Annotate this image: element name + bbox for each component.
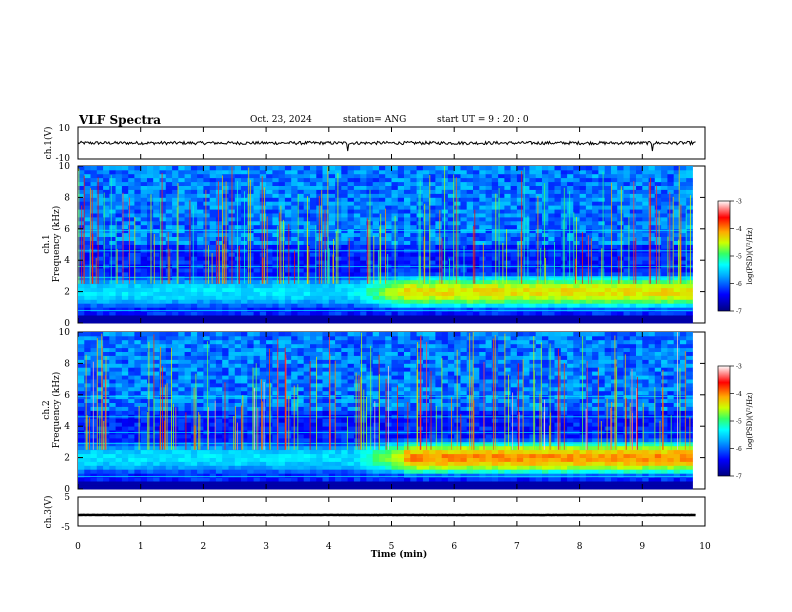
colorbar-tick-label: -7 (736, 309, 742, 316)
ch3-waveform-ylabel: ch.3(V) (43, 496, 54, 529)
ch2-spectrogram-image (78, 332, 693, 490)
colorbar-tick-label: -5 (736, 254, 742, 261)
yt2-label: 10 (59, 328, 71, 338)
time-tick-label: 5 (389, 542, 395, 552)
ch1-spectrogram-panel: 0 2 4 6 8 10 ch.1 Frequency (kHz) (42, 162, 706, 329)
yt2-label: 8 (64, 359, 70, 369)
time-tick-label: 10 (699, 542, 711, 552)
colorbar-tick-label: -3 (736, 199, 742, 206)
ch1-colorbar-label: log(PSD)(V²/Hz) (746, 227, 754, 284)
ch2-freq-ticks: 0 2 4 6 8 10 (59, 328, 705, 495)
time-tick-label: 1 (138, 542, 144, 552)
time-tick-label: 8 (577, 542, 583, 552)
time-axis-ticks (77, 127, 706, 526)
colorbar-tick-label: -7 (736, 474, 742, 481)
time-axis-tick-labels: 0 1 2 3 4 5 6 7 8 9 10 (75, 542, 711, 552)
yt1-label: 4 (64, 256, 70, 266)
ch2-spectrogram-panel: 0 2 4 6 8 10 ch.2 Frequency (kHz) (42, 328, 706, 495)
ch1-waveform-ylabel: ch.1(V) (43, 127, 54, 160)
date-label: Oct. 23, 2024 (250, 115, 312, 125)
ch1-freq-axis-label: Frequency (kHz) (51, 206, 62, 283)
yt1-label: 6 (64, 225, 70, 235)
time-tick-label: 0 (75, 542, 81, 552)
ch1-spectrogram-image (78, 166, 693, 324)
yt1-label: 10 (59, 162, 71, 172)
ch2-channel-label: ch.2 (42, 400, 52, 419)
station-label: station= ANG (343, 115, 407, 125)
ch1-freq-ticks: 0 2 4 6 8 10 (59, 162, 705, 329)
time-tick-label: 4 (326, 542, 332, 552)
yt1-label: 0 (64, 319, 70, 329)
ch1-waveform-trace (77, 140, 696, 152)
ch1-channel-label: ch.1 (42, 234, 52, 253)
time-axis-label: Time (min) (371, 549, 428, 560)
ch3-ytick-top: 5 (64, 493, 70, 503)
time-tick-label: 9 (639, 542, 645, 552)
ch2-freq-axis-label: Frequency (kHz) (51, 372, 62, 449)
colorbar-tick-label: -5 (736, 419, 742, 426)
start-time-label: start UT = 9 : 20 : 0 (437, 115, 529, 125)
ch1-colorbar: -3 -4 -5 -6 -7 log(PSD)(V²/Hz) (717, 199, 754, 316)
ch1-ytick-bottom: -10 (56, 154, 71, 164)
time-tick-label: 7 (514, 542, 520, 552)
colorbar-tick-label: -6 (736, 281, 742, 288)
time-tick-label: 6 (451, 542, 457, 552)
colorbar-tick-label: -4 (736, 226, 742, 233)
yt2-label: 2 (64, 454, 70, 464)
yt1-label: 2 (64, 288, 70, 298)
ch2-colorbar: -3 -4 -5 -6 -7 log(PSD)(V²/Hz) (717, 364, 754, 481)
ch1-ytick-top: 10 (59, 124, 71, 134)
ch3-ytick-bottom: -5 (61, 523, 70, 533)
ch1-waveform-panel: 10 -10 ch.1(V) (43, 124, 706, 164)
yt1-label: 8 (64, 193, 70, 203)
time-tick-label: 3 (263, 542, 269, 552)
yt2-label: 0 (64, 485, 70, 495)
yt2-label: 4 (64, 422, 70, 432)
yt2-label: 6 (64, 391, 70, 401)
time-tick-label: 2 (201, 542, 207, 552)
colorbar-tick-label: -3 (736, 364, 742, 371)
colorbar-tick-label: -4 (736, 391, 742, 398)
colorbar-tick-label: -6 (736, 446, 742, 453)
chart-title: VLF Spectra (79, 113, 162, 127)
ch3-waveform-panel: 5 -5 ch.3(V) (43, 493, 706, 533)
ch2-colorbar-label: log(PSD)(V²/Hz) (746, 392, 754, 449)
